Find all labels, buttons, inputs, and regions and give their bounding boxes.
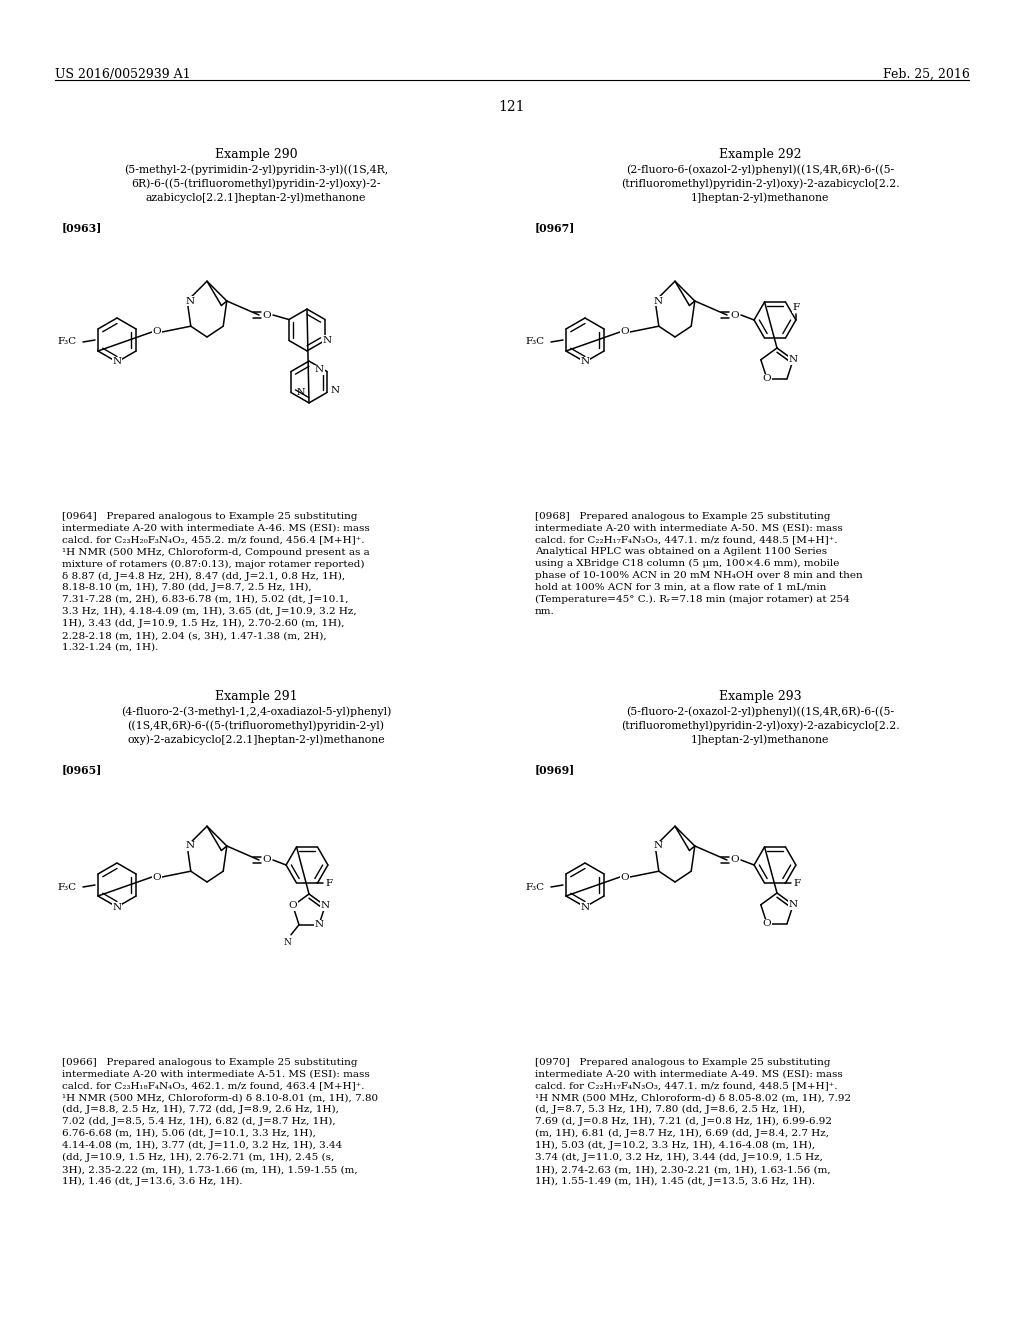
Text: N: N	[113, 903, 122, 912]
Text: N: N	[321, 902, 330, 911]
Text: N: N	[185, 842, 195, 850]
Text: N: N	[297, 388, 305, 397]
Text: Example 293: Example 293	[719, 690, 802, 704]
Text: N: N	[283, 937, 291, 946]
Text: O: O	[289, 902, 297, 911]
Text: O: O	[731, 310, 739, 319]
Text: (5-fluoro-2-(oxazol-2-yl)phenyl)((1S,4R,6R)-6-((5-
(trifluoromethyl)pyridin-2-yl: (5-fluoro-2-(oxazol-2-yl)phenyl)((1S,4R,…	[621, 706, 899, 744]
Text: [0968]   Prepared analogous to Example 25 substituting
intermediate A-20 with in: [0968] Prepared analogous to Example 25 …	[535, 512, 863, 615]
Text: F₃C: F₃C	[526, 883, 545, 891]
Text: N: N	[788, 355, 798, 364]
Text: F₃C: F₃C	[526, 338, 545, 346]
Text: N: N	[113, 358, 122, 367]
Text: F: F	[793, 304, 800, 312]
Text: O: O	[263, 310, 271, 319]
Text: [0969]: [0969]	[535, 764, 575, 775]
Text: Feb. 25, 2016: Feb. 25, 2016	[883, 69, 970, 81]
Text: (5-methyl-2-(pyrimidin-2-yl)pyridin-3-yl)((1S,4R,
6R)-6-((5-(trifluoromethyl)pyr: (5-methyl-2-(pyrimidin-2-yl)pyridin-3-yl…	[124, 164, 388, 202]
Text: O: O	[763, 375, 771, 383]
Text: [0966]   Prepared analogous to Example 25 substituting
intermediate A-20 with in: [0966] Prepared analogous to Example 25 …	[62, 1059, 378, 1187]
Text: [0964]   Prepared analogous to Example 25 substituting
intermediate A-20 with in: [0964] Prepared analogous to Example 25 …	[62, 512, 370, 652]
Text: Example 290: Example 290	[215, 148, 297, 161]
Text: O: O	[731, 855, 739, 865]
Text: O: O	[263, 855, 271, 865]
Text: N: N	[653, 842, 663, 850]
Text: [0970]   Prepared analogous to Example 25 substituting
intermediate A-20 with in: [0970] Prepared analogous to Example 25 …	[535, 1059, 851, 1187]
Text: F₃C: F₃C	[58, 883, 77, 891]
Text: F: F	[326, 879, 333, 887]
Text: O: O	[763, 919, 771, 928]
Text: N: N	[185, 297, 195, 305]
Text: N: N	[330, 385, 339, 395]
Text: [0965]: [0965]	[62, 764, 102, 775]
Text: N: N	[581, 903, 590, 912]
Text: O: O	[621, 873, 630, 882]
Text: [0967]: [0967]	[535, 222, 575, 234]
Text: N: N	[323, 337, 332, 345]
Text: (2-fluoro-6-(oxazol-2-yl)phenyl)((1S,4R,6R)-6-((5-
(trifluoromethyl)pyridin-2-yl: (2-fluoro-6-(oxazol-2-yl)phenyl)((1S,4R,…	[621, 164, 899, 202]
Text: US 2016/0052939 A1: US 2016/0052939 A1	[55, 69, 190, 81]
Text: F: F	[794, 879, 801, 887]
Text: Example 292: Example 292	[719, 148, 801, 161]
Text: O: O	[153, 873, 162, 882]
Text: N: N	[314, 920, 324, 929]
Text: N: N	[315, 366, 325, 374]
Text: N: N	[653, 297, 663, 305]
Text: [0963]: [0963]	[62, 222, 102, 234]
Text: F₃C: F₃C	[58, 338, 77, 346]
Text: Example 291: Example 291	[215, 690, 297, 704]
Text: (4-fluoro-2-(3-methyl-1,2,4-oxadiazol-5-yl)phenyl)
((1S,4R,6R)-6-((5-(trifluorom: (4-fluoro-2-(3-methyl-1,2,4-oxadiazol-5-…	[121, 706, 391, 744]
Text: O: O	[153, 327, 162, 337]
Text: O: O	[621, 327, 630, 337]
Text: N: N	[788, 900, 798, 909]
Text: N: N	[581, 358, 590, 367]
Text: 121: 121	[499, 100, 525, 114]
